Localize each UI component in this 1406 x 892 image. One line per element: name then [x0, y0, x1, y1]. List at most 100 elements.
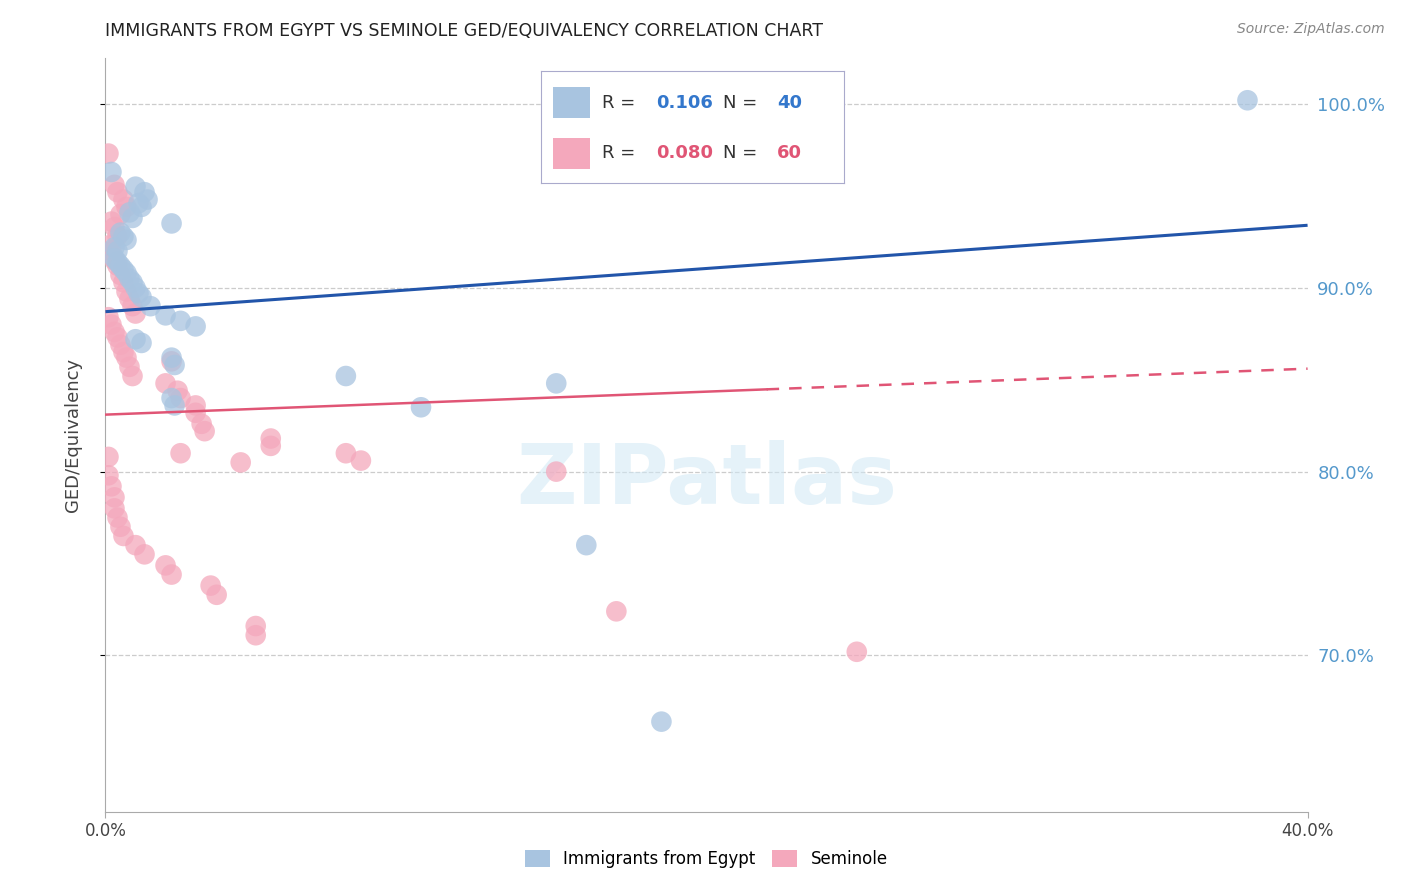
Point	[112, 262, 135, 277]
Text: 0.106: 0.106	[657, 94, 713, 112]
Point	[160, 216, 183, 230]
Point	[110, 520, 132, 534]
Point	[103, 491, 125, 505]
Point	[184, 319, 207, 334]
Point	[115, 351, 138, 365]
Point	[103, 253, 125, 268]
Point	[124, 538, 146, 552]
Point	[110, 226, 132, 240]
FancyBboxPatch shape	[554, 87, 589, 119]
Point	[115, 200, 138, 214]
Legend: Immigrants from Egypt, Seminole: Immigrants from Egypt, Seminole	[519, 844, 894, 875]
Point	[107, 259, 129, 273]
Point	[245, 619, 267, 633]
Point	[245, 628, 267, 642]
Point	[103, 240, 125, 254]
Point	[100, 214, 122, 228]
Point	[139, 299, 162, 313]
Point	[409, 401, 432, 415]
Point	[97, 238, 120, 252]
Point	[160, 567, 183, 582]
Point	[107, 510, 129, 524]
Point	[163, 399, 186, 413]
Point	[260, 432, 283, 446]
Text: 60: 60	[778, 144, 801, 161]
Point	[350, 453, 373, 467]
Point	[650, 714, 672, 729]
Point	[107, 330, 129, 344]
Point	[205, 588, 228, 602]
Point	[160, 354, 183, 368]
Text: ZIPatlas: ZIPatlas	[516, 440, 897, 521]
Point	[128, 196, 150, 211]
Point	[107, 185, 129, 199]
Text: IMMIGRANTS FROM EGYPT VS SEMINOLE GED/EQUIVALENCY CORRELATION CHART: IMMIGRANTS FROM EGYPT VS SEMINOLE GED/EQ…	[105, 22, 824, 40]
Point	[169, 446, 191, 460]
Point	[546, 465, 568, 479]
Point	[166, 384, 188, 398]
Point	[121, 275, 143, 289]
Point	[115, 285, 138, 299]
Point	[115, 266, 138, 280]
Point	[184, 406, 207, 420]
Point	[845, 645, 868, 659]
Point	[155, 309, 177, 323]
Point	[97, 450, 120, 464]
Point	[121, 299, 143, 313]
Point	[134, 185, 156, 199]
Point	[110, 259, 132, 273]
Point	[1236, 93, 1258, 107]
Point	[100, 479, 122, 493]
Text: Source: ZipAtlas.com: Source: ZipAtlas.com	[1237, 22, 1385, 37]
Point	[194, 424, 217, 438]
Point	[107, 229, 129, 244]
Point	[110, 338, 132, 352]
Point	[124, 179, 146, 194]
Point	[160, 391, 183, 405]
Point	[200, 578, 222, 592]
Point	[97, 146, 120, 161]
Point	[190, 417, 212, 431]
Point	[124, 306, 146, 320]
Point	[103, 252, 125, 266]
Point	[110, 268, 132, 282]
Point	[107, 244, 129, 258]
Point	[118, 271, 141, 285]
Text: R =: R =	[602, 94, 641, 112]
Point	[260, 439, 283, 453]
Point	[605, 604, 627, 618]
Y-axis label: GED/Equivalency: GED/Equivalency	[63, 358, 82, 512]
Point	[103, 325, 125, 339]
Point	[107, 255, 129, 269]
Point	[112, 193, 135, 207]
Point	[118, 205, 141, 219]
Point	[136, 193, 159, 207]
Point	[100, 318, 122, 332]
Point	[229, 455, 252, 469]
Point	[163, 358, 186, 372]
Point	[155, 376, 177, 391]
Point	[112, 229, 135, 244]
Point	[103, 501, 125, 516]
Point	[124, 332, 146, 346]
Point	[121, 211, 143, 225]
Point	[134, 547, 156, 561]
Point	[131, 290, 153, 304]
Text: N =: N =	[723, 144, 762, 161]
Point	[103, 220, 125, 235]
Text: R =: R =	[602, 144, 641, 161]
Point	[103, 178, 125, 192]
Point	[97, 468, 120, 483]
Point	[110, 207, 132, 221]
Point	[112, 345, 135, 359]
FancyBboxPatch shape	[554, 138, 589, 169]
Point	[335, 446, 357, 460]
Point	[169, 391, 191, 405]
Point	[121, 369, 143, 384]
Text: 40: 40	[778, 94, 801, 112]
Point	[100, 244, 122, 258]
Point	[131, 200, 153, 214]
Point	[124, 281, 146, 295]
Point	[115, 233, 138, 247]
Point	[118, 292, 141, 306]
